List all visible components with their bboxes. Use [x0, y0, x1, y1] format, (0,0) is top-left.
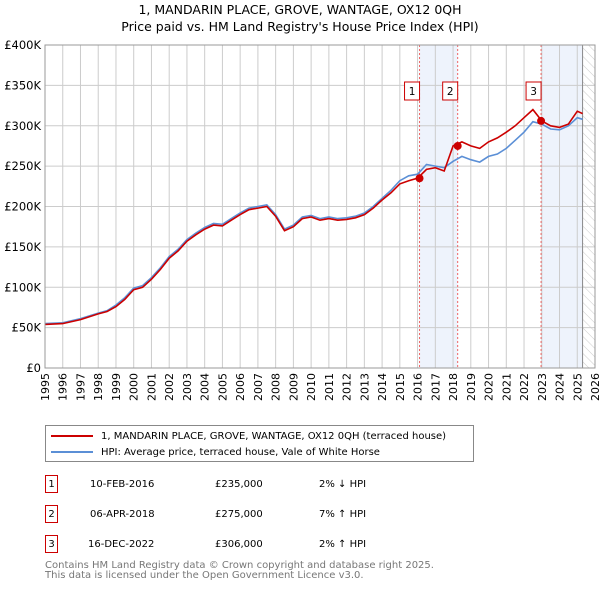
legend-swatch-property	[51, 435, 93, 437]
transaction-date: 16-DEC-2022	[88, 539, 155, 550]
legend-label-hpi: HPI: Average price, terraced house, Vale…	[101, 446, 380, 458]
x-tick-label: 1995	[39, 373, 52, 401]
x-tick-label: 2021	[500, 373, 513, 401]
x-tick-label: 2007	[252, 373, 265, 401]
x-tick-label: 2024	[554, 373, 567, 401]
x-tick-label: 2009	[287, 373, 300, 401]
x-tick-label: 2020	[483, 373, 496, 401]
transaction-badge: 1	[45, 475, 58, 493]
transaction-price: £235,000	[215, 479, 263, 490]
property-price-line	[44, 108, 583, 326]
x-tick-label: 2001	[145, 373, 158, 401]
transaction-date: 06-APR-2018	[90, 509, 155, 520]
sale-point	[537, 116, 546, 125]
x-tick-label: 2017	[429, 373, 442, 401]
y-tick-label: £250K	[4, 159, 41, 173]
x-tick-label: 2000	[128, 373, 141, 401]
transaction-hpi: 2% ↓ HPI	[319, 479, 367, 490]
x-tick-label: 2013	[358, 373, 371, 401]
transaction-price: £306,000	[215, 539, 263, 550]
x-tick-label: 2025	[571, 373, 584, 401]
transaction-row: 2 06-APR-2018 £275,000 7% ↑ HPI	[45, 505, 445, 525]
x-tick-label: 1999	[110, 373, 123, 401]
y-tick-label: £300K	[4, 119, 41, 133]
transaction-row: 3 16-DEC-2022 £306,000 2% ↑ HPI	[45, 535, 445, 555]
legend-label-property: 1, MANDARIN PLACE, GROVE, WANTAGE, OX12 …	[101, 430, 447, 442]
x-tick-label: 2004	[199, 373, 212, 401]
x-tick-label: 2015	[394, 373, 407, 401]
hpi-line	[44, 116, 583, 325]
x-tick-label: 2002	[163, 373, 176, 401]
transaction-date: 10-FEB-2016	[90, 479, 155, 490]
y-tick-label: £0	[26, 361, 41, 375]
y-tick-label: £400K	[4, 38, 41, 52]
x-tick-label: 2026	[589, 373, 600, 401]
y-tick-label: £350K	[4, 78, 41, 92]
sale-label: 3	[530, 86, 537, 98]
x-tick-label: 2016	[412, 373, 425, 401]
x-tick-label: 2018	[447, 373, 460, 401]
plot-frame	[44, 44, 596, 369]
sale-label-box	[442, 81, 459, 101]
x-tick-label: 2011	[323, 373, 336, 401]
x-tick-label: 2022	[518, 373, 531, 401]
sale-point	[415, 174, 424, 183]
footer-copyright: Contains HM Land Registry data © Crown c…	[45, 560, 434, 571]
transaction-row: 1 10-FEB-2016 £235,000 2% ↓ HPI	[45, 475, 445, 495]
x-tick-label: 2005	[216, 373, 229, 401]
sale-label: 2	[447, 86, 454, 98]
x-tick-label: 2012	[341, 373, 354, 401]
legend-swatch-hpi	[51, 451, 93, 453]
x-tick-label: 1998	[92, 373, 105, 401]
y-tick-label: £200K	[4, 200, 41, 214]
chart-subtitle: Price paid vs. HM Land Registry's House …	[121, 19, 479, 34]
sale-label-box	[404, 81, 421, 101]
y-tick-label: £100K	[4, 280, 41, 294]
x-tick-label: 2010	[305, 373, 318, 401]
transaction-badge: 2	[45, 505, 58, 523]
sale-label: 1	[409, 86, 416, 98]
x-tick-label: 1997	[74, 373, 87, 401]
x-tick-label: 2023	[536, 373, 549, 401]
footer: Contains HM Land Registry data © Crown c…	[45, 561, 434, 581]
y-tick-label: £50K	[12, 321, 42, 335]
transaction-price: £275,000	[215, 509, 263, 520]
x-tick-label: 1996	[57, 373, 70, 401]
x-tick-label: 2003	[181, 373, 194, 401]
legend: 1, MANDARIN PLACE, GROVE, WANTAGE, OX12 …	[45, 425, 474, 462]
footer-licence: This data is licensed under the Open Gov…	[45, 570, 364, 581]
x-tick-label: 2006	[234, 373, 247, 401]
transaction-hpi: 2% ↑ HPI	[319, 539, 367, 550]
x-tick-label: 2014	[376, 373, 389, 401]
chart-title: 1, MANDARIN PLACE, GROVE, WANTAGE, OX12 …	[138, 2, 462, 17]
y-tick-label: £150K	[4, 240, 41, 254]
sale-point	[453, 141, 462, 150]
transaction-hpi: 7% ↑ HPI	[319, 509, 367, 520]
transaction-badge: 3	[45, 535, 58, 553]
chart: 1995 1996 1997 1998 1999 2000 2001 2002 2003 2004…	[4, 38, 600, 401]
x-tick-label: 2008	[270, 373, 283, 401]
x-tick-label: 2019	[465, 373, 478, 401]
sale-label-box	[525, 81, 542, 101]
